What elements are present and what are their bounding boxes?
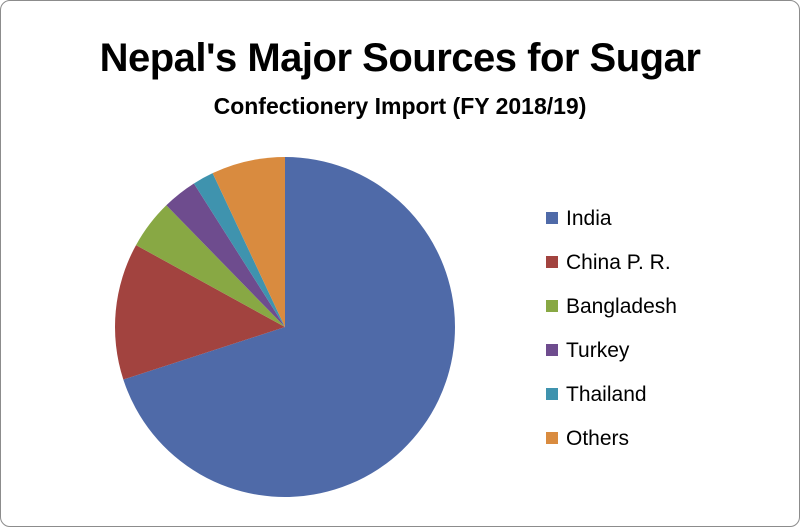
- pie-slice-turkey: [166, 183, 285, 327]
- pie-slice-india: [123, 157, 456, 498]
- legend-swatch-turkey: [546, 344, 558, 356]
- legend: India China P. R. Bangladesh Turkey Thailand…: [546, 207, 677, 450]
- pie-slice-thailand: [193, 173, 285, 327]
- legend-label-turkey: Turkey: [566, 339, 630, 362]
- chart-title: Nepal's Major Sources for Sugar: [99, 36, 701, 80]
- legend-swatch-bangladesh: [546, 300, 558, 312]
- legend-label-china-p-r: China P. R.: [566, 251, 671, 274]
- legend-swatch-others: [546, 432, 558, 444]
- legend-label-thailand: Thailand: [566, 383, 647, 406]
- legend-label-others: Others: [566, 427, 629, 450]
- pie-slice-others: [212, 157, 285, 327]
- legend-swatch-china-p-r: [546, 256, 558, 268]
- pie-slice-bangladesh: [136, 205, 285, 327]
- pie-slices: [115, 157, 456, 498]
- legend-label-bangladesh: Bangladesh: [566, 295, 677, 318]
- pie-slice-china-p-r: [115, 245, 285, 380]
- chart-subtitle: Confectionery Import (FY 2018/19): [213, 93, 587, 119]
- legend-swatch-india: [546, 212, 558, 224]
- legend-swatch-thailand: [546, 388, 558, 400]
- legend-label-india: India: [566, 207, 612, 230]
